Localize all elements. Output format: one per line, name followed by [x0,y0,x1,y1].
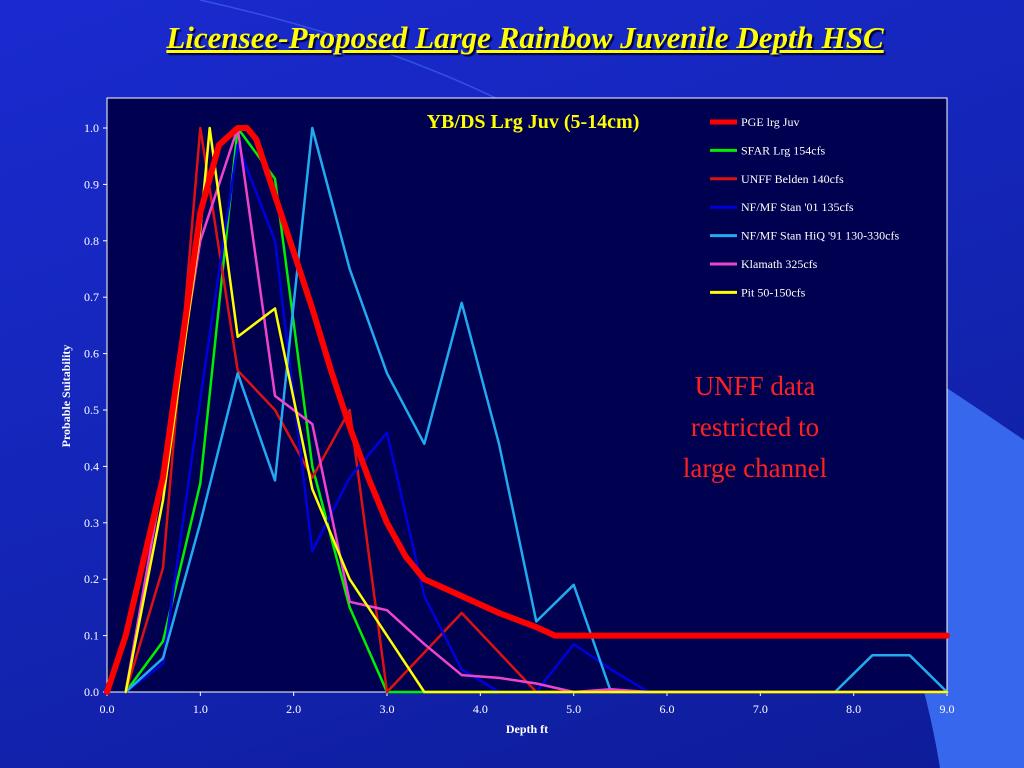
series-line-3 [124,126,949,694]
note-line-1: UNFF data [694,371,816,401]
legend-label: Pit 50-150cfs [741,285,806,299]
x-axis-label: Depth ft [506,722,548,736]
legend-label: UNFF Belden 140cfs [741,172,844,186]
x-tick-label: 1.0 [193,702,208,716]
y-tick-label: 0.4 [84,459,99,473]
y-tick-label: 0.1 [84,629,99,643]
x-tick-label: 0.0 [100,702,115,716]
legend-label: PGE lrg Juv [741,115,799,129]
y-tick-label: 0.5 [84,403,99,417]
x-tick-label: 5.0 [566,702,581,716]
y-tick-label: 0.7 [84,290,99,304]
unff-note: UNFF data restricted to large channel [650,366,860,489]
x-tick-label: 8.0 [846,702,861,716]
x-tick-label: 6.0 [660,702,675,716]
series-line-6 [124,126,949,694]
y-tick-label: 1.0 [84,121,99,135]
y-tick-label: 0.9 [84,177,99,191]
x-tick-label: 4.0 [473,702,488,716]
y-axis-label: Probable Suitability [59,345,73,448]
x-tick-label: 7.0 [753,702,768,716]
y-tick-label: 0.8 [84,234,99,248]
x-tick-label: 2.0 [286,702,301,716]
legend-label: NF/MF Stan '01 135cfs [741,200,854,214]
chart-title: YB/DS Lrg Juv (5-14cm) [427,111,640,133]
x-tick-label: 9.0 [940,702,955,716]
x-tick-label: 3.0 [380,702,395,716]
legend-label: Klamath 325cfs [741,257,818,271]
y-tick-label: 0.0 [84,685,99,699]
note-line-2: restricted to [690,412,820,442]
legend-label: NF/MF Stan HiQ '91 130-330cfs [741,229,899,243]
series-line-1 [104,125,950,695]
legend-label: SFAR Lrg 154cfs [741,143,826,157]
series-line-4 [124,143,949,694]
slide-title: Licensee-Proposed Large Rainbow Juvenile… [166,20,884,55]
y-tick-label: 0.3 [84,516,99,530]
y-tick-label: 0.2 [84,572,99,586]
y-tick-label: 0.6 [84,347,99,361]
note-line-3: large channel [682,453,828,483]
